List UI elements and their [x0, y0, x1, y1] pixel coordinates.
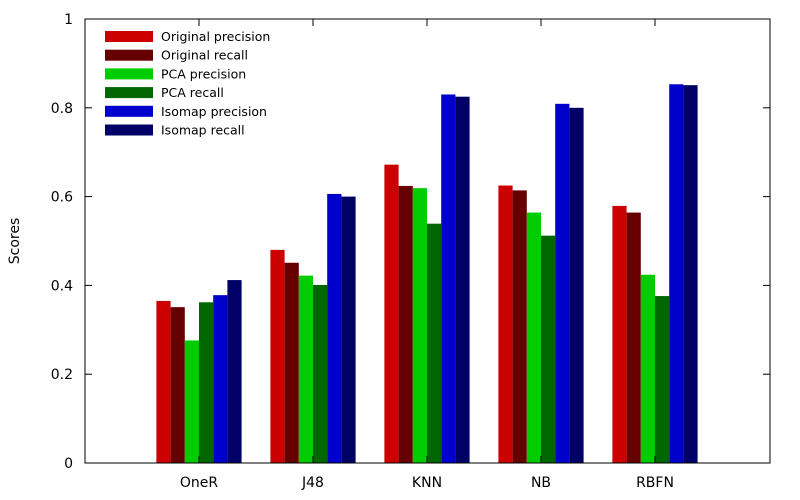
legend: Original precision Original recall PCA pre… — [105, 29, 270, 138]
legend-label: PCA precision — [161, 66, 246, 81]
bar-original-precision-j48 — [270, 249, 285, 463]
x-category-label: RBFN — [636, 475, 674, 491]
bar-isomap-precision-oner — [213, 295, 228, 463]
x-category-label: J48 — [301, 475, 324, 491]
axes-group: 0 0.2 0.4 0.6 0.8 1 OneR J48 KNN NB RBFN — [51, 12, 770, 491]
bar-original-precision-oner — [156, 300, 171, 463]
bar-original-precision-rbfn — [612, 205, 627, 463]
bar-isomap-recall-knn — [455, 96, 470, 463]
bar-pca-precision-oner — [184, 340, 199, 463]
legend-label: Original recall — [161, 48, 248, 63]
x-category-label: NB — [531, 475, 551, 491]
y-tick-label: 0.4 — [51, 278, 73, 294]
legend-label: Isomap recall — [161, 123, 245, 138]
legend-label: PCA recall — [161, 85, 224, 100]
bar-original-precision-nb — [498, 185, 513, 463]
legend-swatch — [105, 87, 153, 99]
bar-original-recall-rbfn — [626, 212, 641, 463]
bar-pca-precision-j48 — [298, 275, 313, 463]
bar-isomap-recall-nb — [569, 107, 584, 464]
x-category-label: OneR — [180, 475, 219, 491]
legend-swatch — [105, 105, 153, 117]
legend-label: Isomap precision — [161, 104, 267, 119]
y-tick-label: 0.2 — [51, 367, 73, 383]
bar-pca-recall-oner — [199, 302, 214, 463]
legend-swatch — [105, 124, 153, 136]
bar-pca-precision-nb — [526, 212, 541, 463]
y-tick-label: 0 — [64, 456, 73, 472]
y-tick-label: 0.6 — [51, 190, 73, 206]
bar-isomap-precision-rbfn — [669, 84, 684, 463]
legend-swatch — [105, 49, 153, 61]
bar-isomap-precision-j48 — [327, 193, 342, 463]
y-tick-label: 0.8 — [51, 101, 73, 117]
bar-isomap-precision-knn — [441, 94, 456, 463]
legend-swatch — [105, 68, 153, 80]
bar-isomap-precision-nb — [555, 103, 570, 463]
legend-label: Original precision — [161, 29, 270, 44]
bar-original-precision-knn — [384, 164, 399, 463]
bar-isomap-recall-j48 — [341, 196, 356, 463]
bar-pca-recall-knn — [427, 223, 442, 463]
bar-original-recall-knn — [398, 185, 413, 463]
bar-isomap-recall-rbfn — [683, 85, 698, 463]
y-tick-label: 1 — [64, 12, 73, 28]
bar-isomap-recall-oner — [227, 280, 242, 463]
bar-original-recall-oner — [170, 307, 185, 463]
bar-pca-precision-rbfn — [640, 274, 655, 463]
bar-pca-recall-nb — [541, 235, 556, 463]
bar-pca-recall-rbfn — [655, 296, 670, 463]
bar-original-recall-nb — [512, 190, 527, 463]
x-category-label: KNN — [412, 475, 442, 491]
y-axis-label: Scores — [7, 218, 23, 265]
bar-pca-precision-knn — [412, 188, 427, 463]
legend-swatch — [105, 31, 153, 42]
bar-pca-recall-j48 — [313, 284, 328, 463]
bars-group — [156, 84, 698, 464]
bar-original-recall-j48 — [284, 262, 299, 463]
